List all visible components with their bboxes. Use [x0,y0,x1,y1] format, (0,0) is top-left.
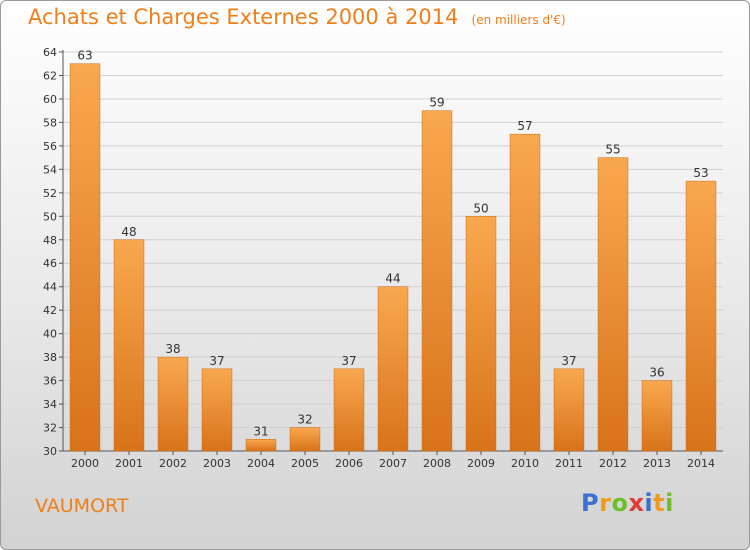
proxiti-logo: Proxiti [581,489,674,517]
bar-2012 [597,157,629,452]
y-tick-label: 50 [43,210,57,223]
chart-unit: (en milliers d'€) [471,13,566,27]
data-label: 37 [341,354,356,368]
logo-letter: o [611,489,629,517]
bar-2001 [113,239,145,452]
bar-2004 [245,439,277,452]
logo-letter: i [665,489,674,517]
y-tick-label: 52 [43,187,57,200]
commune-name: VAUMORT [35,495,129,517]
data-label: 63 [77,49,92,63]
logo-letter: x [628,489,645,517]
y-tick-label: 42 [43,304,57,317]
data-label: 50 [473,201,488,215]
bar-2014 [685,180,717,452]
x-tick-label: 2004 [247,457,275,470]
x-tick-label: 2011 [555,457,583,470]
y-tick-label: 30 [43,445,57,458]
data-label: 57 [517,119,532,133]
y-tick-label: 38 [43,351,57,364]
y-tick-label: 34 [43,398,57,411]
x-tick-label: 2010 [511,457,539,470]
chart-title: Achats et Charges Externes 2000 à 2014 (… [28,5,566,29]
bar-2008 [421,110,453,452]
x-tick-label: 2002 [159,457,187,470]
x-tick-labels: 2000 2001 2002 2003 2004 2005 2006 2007 2008 2009… [71,451,715,470]
bars [69,63,717,452]
x-tick-label: 2001 [115,457,143,470]
bar-2006 [333,368,365,452]
data-label: 44 [385,272,400,286]
data-label: 53 [693,166,708,180]
data-label: 38 [165,342,180,356]
logo-letter: i [644,489,654,517]
bar-2013 [641,380,673,452]
y-tick-label: 32 [43,422,57,435]
x-tick-label: 2000 [71,457,99,470]
y-tick-label: 62 [43,69,57,82]
x-tick-label: 2014 [687,457,715,470]
y-tick-label: 40 [43,328,57,341]
data-label: 36 [649,366,664,380]
x-tick-label: 2012 [599,457,627,470]
y-tick-label: 44 [43,281,57,294]
x-tick-label: 2008 [423,457,451,470]
data-label: 48 [121,225,136,239]
data-label: 55 [605,143,620,157]
x-tick-label: 2007 [379,457,407,470]
data-labels: 63 48 38 37 31 32 37 44 59 50 57 37 55 36 53 [77,49,708,439]
data-label: 31 [253,424,268,438]
bar-2007 [377,286,409,452]
data-label: 32 [297,413,312,427]
y-tick-labels: 30 32 34 36 38 40 42 44 46 48 50 52 54 56 58 60 62 64 [43,46,57,458]
bar-2005 [289,427,321,452]
bar-2002 [157,356,189,452]
data-label: 37 [209,354,224,368]
x-tick-label: 2006 [335,457,363,470]
chart-title-text: Achats et Charges Externes 2000 à 2014 [28,5,459,29]
y-tick-label: 60 [43,93,57,106]
bar-2003 [201,368,233,452]
x-tick-label: 2005 [291,457,319,470]
x-tick-label: 2009 [467,457,495,470]
x-tick-label: 2013 [643,457,671,470]
y-tick-label: 54 [43,163,57,176]
logo-letter: t [653,489,666,517]
y-tick-label: 48 [43,234,57,247]
y-tick-label: 56 [43,140,57,153]
x-tick-label: 2003 [203,457,231,470]
bar-2010 [509,133,541,452]
y-tick-label: 64 [43,46,57,59]
bar-2000 [69,63,101,452]
y-tick-label: 36 [43,375,57,388]
logo-letter: r [599,489,612,517]
bar-2011 [553,368,585,452]
data-label: 37 [561,354,576,368]
y-tick-label: 58 [43,116,57,129]
logo-letter: P [581,489,600,517]
y-tick-label: 46 [43,257,57,270]
data-label: 59 [429,96,444,110]
bar-2009 [465,216,497,452]
